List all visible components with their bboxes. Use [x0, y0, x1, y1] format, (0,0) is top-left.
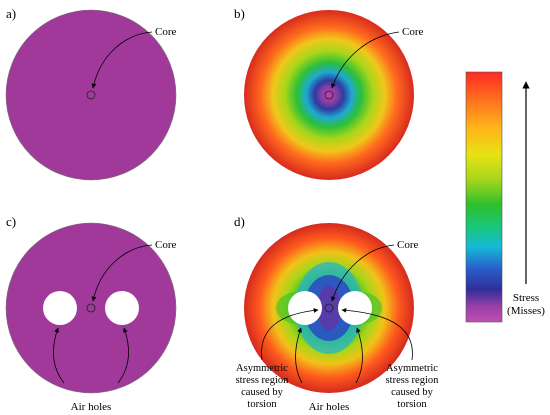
- svg-text:caused by: caused by: [391, 387, 433, 398]
- core-circle: [86, 303, 96, 313]
- core-label: Core: [155, 239, 177, 251]
- svg-text:stress region: stress region: [236, 375, 290, 386]
- svg-text:stress region: stress region: [386, 375, 440, 386]
- core-circle: [86, 90, 96, 100]
- panel-d: d) Core Air holes Asymmetric stress regi…: [234, 214, 439, 413]
- fiber-cross-section: [5, 9, 177, 181]
- core-label: Core: [397, 239, 419, 251]
- core-arrow: [331, 244, 395, 302]
- core-arrow: [91, 31, 153, 89]
- svg-text:torsion: torsion: [397, 399, 427, 410]
- air-holes-label: Air holes: [309, 401, 350, 413]
- panel-a: a) Core: [5, 6, 177, 181]
- panel-a-label: a): [6, 6, 16, 21]
- stress-field-b: [244, 10, 414, 180]
- panel-c: c) Core Air holes: [5, 214, 177, 413]
- core-label: Core: [402, 26, 424, 38]
- svg-text:torsion: torsion: [247, 399, 277, 410]
- svg-text:Asymmetric: Asymmetric: [386, 363, 438, 374]
- asym-label-right: Asymmetric stress region caused by torsi…: [386, 363, 440, 410]
- air-hole-arrow-right: [355, 327, 363, 384]
- core-arrow: [91, 244, 153, 302]
- panel-b-label: b): [234, 6, 245, 21]
- air-hole-arrow-left: [53, 327, 65, 384]
- asym-label-left: Asymmetric stress region caused by torsi…: [236, 363, 290, 410]
- core-label: Core: [155, 26, 177, 38]
- panel-d-label: d): [234, 214, 245, 229]
- air-hole-left: [288, 291, 322, 325]
- air-hole-arrow-left: [295, 327, 303, 384]
- air-holes-label: Air holes: [71, 401, 112, 413]
- core-circle: [324, 90, 334, 100]
- svg-text:Asymmetric: Asymmetric: [236, 363, 288, 374]
- fiber-cross-section: [5, 222, 177, 394]
- air-hole-right: [105, 291, 139, 325]
- panel-b: b) Core: [234, 6, 424, 180]
- panel-c-label: c): [6, 214, 16, 229]
- asym-arrow-left: [261, 308, 319, 361]
- asym-arrow-right: [341, 307, 413, 361]
- air-hole-arrow-right: [117, 327, 129, 384]
- colorbar-label-stress: Stress: [513, 292, 539, 304]
- colorbar-label-misses: (Misses): [507, 305, 545, 317]
- air-hole-left: [43, 291, 77, 325]
- core-circle: [324, 303, 334, 313]
- colorbar-gradient: [465, 71, 503, 323]
- stress-colorbar: Stress (Misses): [465, 71, 545, 323]
- core-arrow: [331, 31, 400, 89]
- air-hole-right: [338, 291, 372, 325]
- svg-text:caused by: caused by: [241, 387, 283, 398]
